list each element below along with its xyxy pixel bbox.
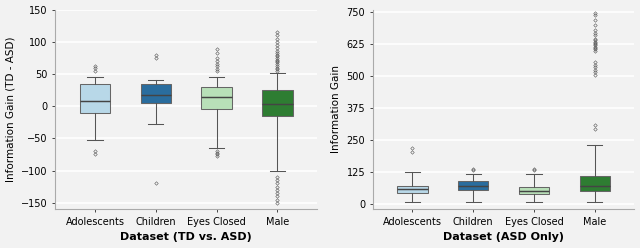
- PathPatch shape: [580, 177, 610, 191]
- PathPatch shape: [202, 87, 232, 109]
- PathPatch shape: [80, 84, 110, 113]
- Y-axis label: Information Gain: Information Gain: [331, 65, 341, 154]
- PathPatch shape: [141, 84, 171, 103]
- Y-axis label: Information Gain (TD - ASD): Information Gain (TD - ASD): [6, 37, 15, 182]
- PathPatch shape: [397, 186, 428, 193]
- X-axis label: Dataset (TD vs. ASD): Dataset (TD vs. ASD): [120, 232, 252, 243]
- PathPatch shape: [262, 90, 292, 116]
- PathPatch shape: [519, 187, 549, 194]
- PathPatch shape: [458, 181, 488, 190]
- X-axis label: Dataset (ASD Only): Dataset (ASD Only): [443, 232, 564, 243]
